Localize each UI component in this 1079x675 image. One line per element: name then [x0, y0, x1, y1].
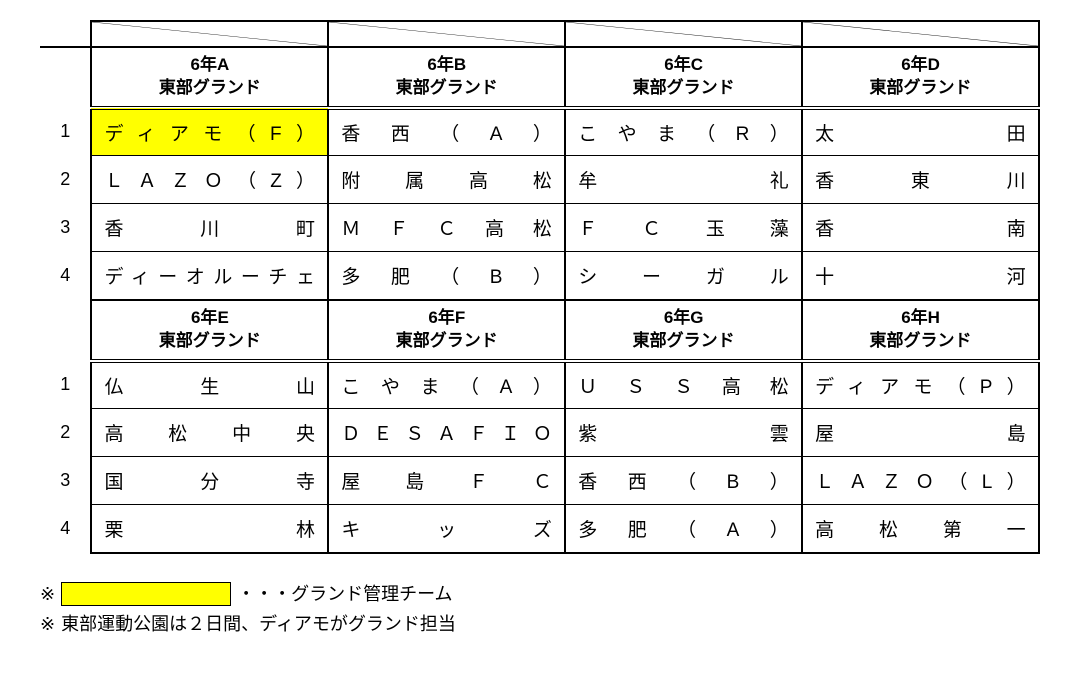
group-header: 6年H東部グランド: [802, 300, 1039, 361]
team-cell: 屋島ＦＣ: [328, 457, 565, 505]
team-cell: ディアモ（P）: [802, 361, 1039, 409]
team-cell: ＭＦＣ高松: [328, 204, 565, 252]
team-cell: 牟礼: [565, 156, 802, 204]
team-cell: 香東川: [802, 156, 1039, 204]
legend-line: ※ ・・・グランド管理チーム: [40, 579, 1040, 610]
row-number: 2: [40, 409, 91, 457]
note-text-2: 東部運動公園は２日間、ディアモがグランド担当: [61, 609, 456, 640]
note-marker: ※: [40, 579, 55, 610]
group-title-line1: 6年D: [803, 54, 1038, 77]
team-cell: 香西（B）: [565, 457, 802, 505]
team-cell: 仏生山: [91, 361, 328, 409]
team-cell: キッズ: [328, 505, 565, 553]
team-cell: 香南: [802, 204, 1039, 252]
group-title-line2: 東部グランド: [803, 77, 1038, 100]
team-cell: 香川町: [91, 204, 328, 252]
group-header: 6年B東部グランド: [328, 47, 565, 108]
group-title-line1: 6年H: [803, 307, 1038, 330]
team-cell: 多肥（B）: [328, 252, 565, 300]
group-diagonal: [91, 21, 328, 47]
row-number: 1: [40, 108, 91, 156]
team-cell: 国分寺: [91, 457, 328, 505]
group-title-line1: 6年B: [329, 54, 564, 77]
team-cell: 太田: [802, 108, 1039, 156]
row-number: 3: [40, 457, 91, 505]
row-number: 4: [40, 505, 91, 553]
group-title-line1: 6年A: [92, 54, 327, 77]
team-cell: 十河: [802, 252, 1039, 300]
row-number: 4: [40, 252, 91, 300]
team-cell: ＬＡＺＯ（L）: [802, 457, 1039, 505]
highlight-swatch: [61, 582, 231, 606]
header-row-spacer: [40, 300, 91, 361]
team-cell: 高松中央: [91, 409, 328, 457]
team-cell: ディーオルーチェ: [91, 252, 328, 300]
group-diagonal: [802, 21, 1039, 47]
note-line-2: ※ 東部運動公園は２日間、ディアモがグランド担当: [40, 609, 1040, 640]
team-cell: ＦＣ玉藻: [565, 204, 802, 252]
group-title-line2: 東部グランド: [566, 330, 801, 353]
corner-blank: [40, 21, 91, 47]
group-title-line1: 6年F: [329, 307, 564, 330]
team-cell: ＵＳＳ高松: [565, 361, 802, 409]
team-cell: シーガル: [565, 252, 802, 300]
group-header: 6年D東部グランド: [802, 47, 1039, 108]
team-cell: 香西（A）: [328, 108, 565, 156]
team-cell: こやま（R）: [565, 108, 802, 156]
group-header: 6年C東部グランド: [565, 47, 802, 108]
group-title-line1: 6年G: [566, 307, 801, 330]
team-cell: 紫雲: [565, 409, 802, 457]
team-cell: ディアモ（F）: [91, 108, 328, 156]
row-number: 1: [40, 361, 91, 409]
group-header: 6年A東部グランド: [91, 47, 328, 108]
note-marker: ※: [40, 609, 55, 640]
team-cell: こやま（A）: [328, 361, 565, 409]
team-cell: 多肥（A）: [565, 505, 802, 553]
group-diagonal: [328, 21, 565, 47]
group-diagonal: [565, 21, 802, 47]
team-cell: ＬＡＺＯ（Z）: [91, 156, 328, 204]
group-title-line1: 6年E: [92, 307, 327, 330]
group-title-line2: 東部グランド: [329, 330, 564, 353]
row-number: 2: [40, 156, 91, 204]
group-title-line2: 東部グランド: [566, 77, 801, 100]
team-cell: ＤＥＳＡＦＩＯ: [328, 409, 565, 457]
group-header: 6年F東部グランド: [328, 300, 565, 361]
group-title-line2: 東部グランド: [92, 330, 327, 353]
legend-label: ・・・グランド管理チーム: [237, 579, 452, 610]
notes-section: ※ ・・・グランド管理チーム ※ 東部運動公園は２日間、ディアモがグランド担当: [40, 579, 1040, 640]
team-cell: 栗林: [91, 505, 328, 553]
team-cell: 高松第一: [802, 505, 1039, 553]
team-cell: 屋島: [802, 409, 1039, 457]
group-header: 6年E東部グランド: [91, 300, 328, 361]
team-cell: 附属高松: [328, 156, 565, 204]
tournament-groups-table: 6年A東部グランド6年B東部グランド6年C東部グランド6年D東部グランド1ディア…: [40, 20, 1040, 554]
header-row-spacer: [40, 47, 91, 108]
group-title-line2: 東部グランド: [803, 330, 1038, 353]
group-title-line2: 東部グランド: [92, 77, 327, 100]
group-title-line1: 6年C: [566, 54, 801, 77]
group-header: 6年G東部グランド: [565, 300, 802, 361]
row-number: 3: [40, 204, 91, 252]
group-title-line2: 東部グランド: [329, 77, 564, 100]
